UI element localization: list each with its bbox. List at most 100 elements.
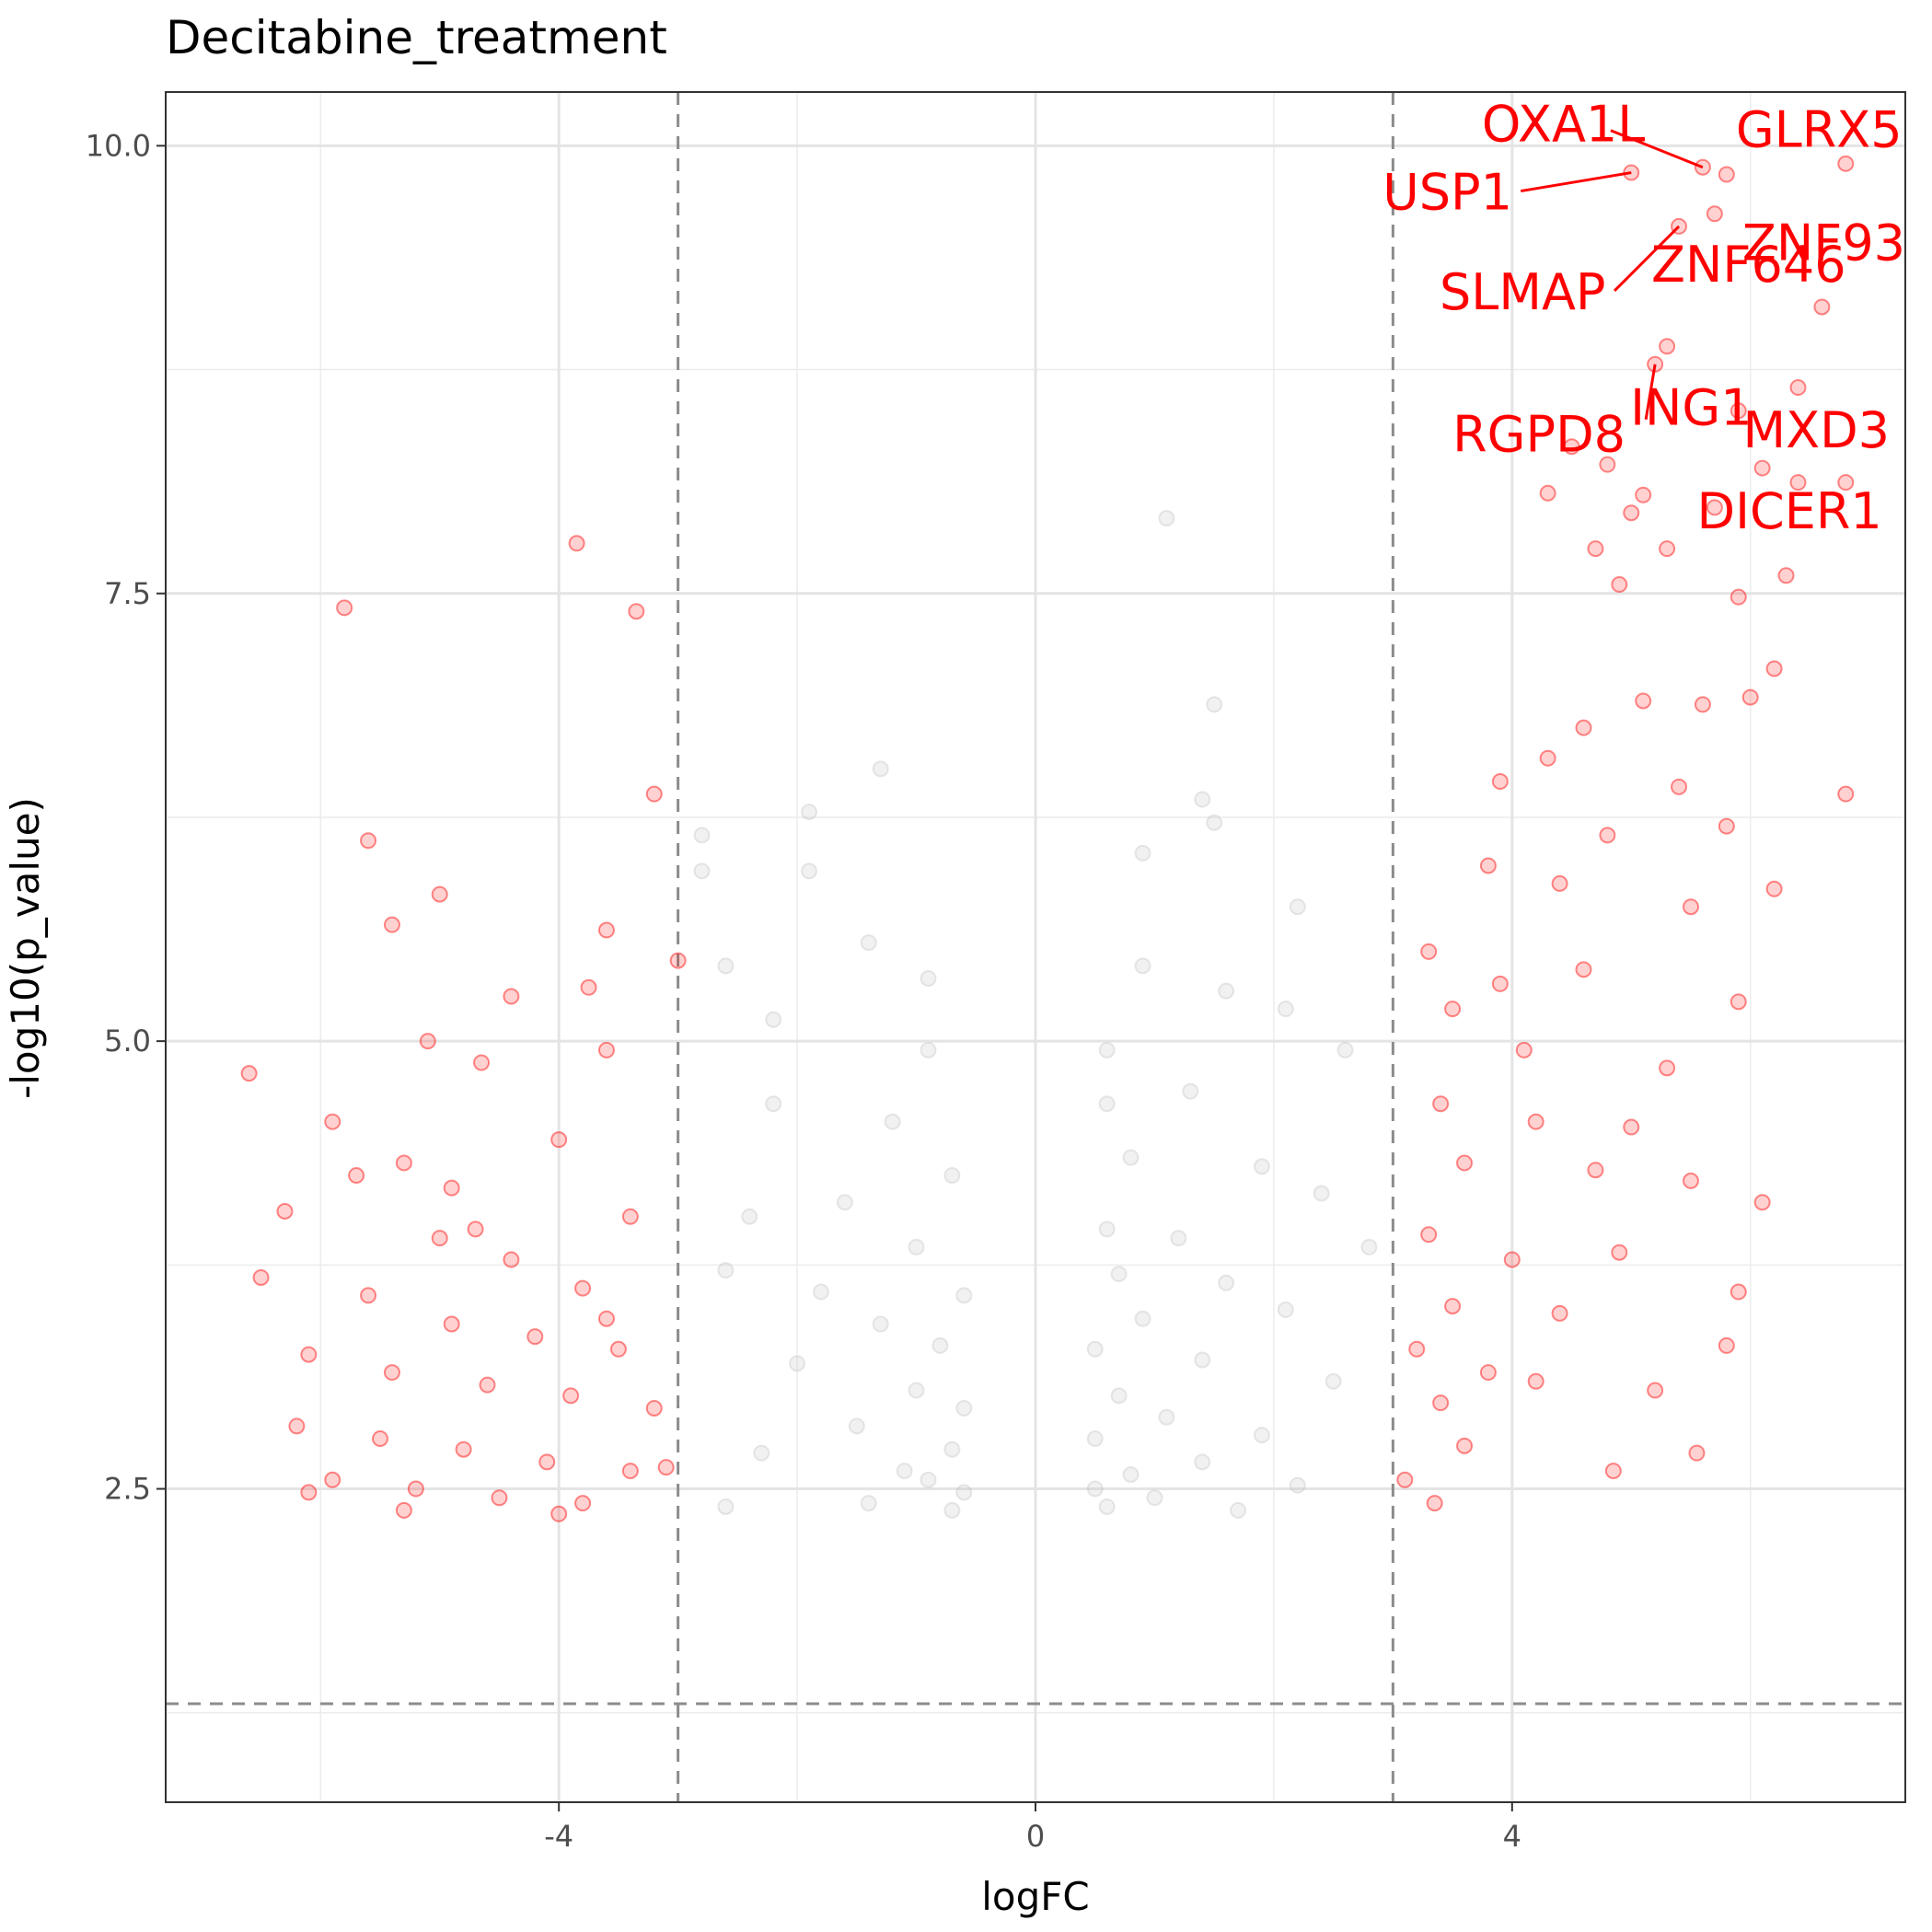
x-tick-label: 0 [1026, 1819, 1045, 1854]
significant-point [1837, 474, 1855, 492]
y-tick-label: 10.0 [86, 128, 151, 163]
significant-point [1718, 817, 1735, 835]
nonsignificant-point [801, 804, 818, 821]
significant-point [1659, 338, 1676, 355]
nonsignificant-point [1182, 1082, 1199, 1100]
nonsignificant-point [884, 1113, 901, 1130]
nonsignificant-point [1134, 1310, 1151, 1327]
nonsignificant-point [1098, 1041, 1116, 1059]
nonsignificant-point [848, 1417, 865, 1435]
gene-label: ZNF93 [1742, 214, 1905, 272]
nonsignificant-point [943, 1167, 961, 1185]
significant-point [1765, 880, 1783, 897]
significant-point [1420, 943, 1438, 960]
significant-point [455, 1440, 472, 1458]
nonsignificant-point [1134, 844, 1151, 862]
gene-label: GLRX5 [1736, 100, 1903, 158]
significant-point [1611, 576, 1628, 594]
gene-label: RGPD8 [1452, 406, 1625, 464]
threshold-lines [166, 92, 1905, 1802]
significant-point [1730, 588, 1747, 606]
significant-point [1730, 402, 1747, 420]
significant-point [1444, 1001, 1462, 1018]
significant-point [1551, 874, 1568, 892]
significant-point [1837, 785, 1855, 803]
significant-point [1539, 749, 1556, 767]
nonsignificant-point [1277, 1001, 1294, 1018]
significant-point [491, 1489, 508, 1507]
significant-point [1635, 692, 1652, 710]
significant-point [1426, 1495, 1443, 1512]
nonsignificant-point [1110, 1266, 1128, 1283]
nonsignificant-point [753, 1444, 770, 1462]
significant-point [252, 1268, 270, 1286]
significant-point [550, 1505, 568, 1522]
significant-point [1623, 504, 1640, 522]
significant-point [300, 1484, 318, 1501]
nonsignificant-point [1170, 1230, 1187, 1247]
significant-point [568, 535, 585, 552]
nonsignificant-point [872, 1315, 889, 1333]
y-axis-title: -log10(p_value) [3, 797, 48, 1099]
significant-point [1551, 1304, 1568, 1322]
significant-point [1503, 1251, 1521, 1268]
significant-point [1479, 857, 1497, 874]
y-tick-label: 7.5 [104, 576, 151, 611]
significant-point [1635, 486, 1652, 503]
significant-point [1706, 499, 1723, 516]
label-connector [1613, 225, 1681, 292]
gene-label: USP1 [1382, 164, 1512, 222]
nonsignificant-point [1086, 1340, 1104, 1358]
significant-point [1408, 1340, 1426, 1358]
nonsignificant-point [1158, 1408, 1175, 1426]
nonsignificant-point [1325, 1372, 1342, 1390]
significant-point [348, 1167, 365, 1185]
significant-point [1539, 484, 1556, 502]
significant-point [597, 921, 615, 939]
gene-labels: OXA1L GLRX5USP1ZNF93ZNF646SLMAPING1MXD3RG… [1382, 96, 1905, 540]
nonsignificant-point [943, 1440, 961, 1458]
significant-point [1813, 298, 1831, 316]
nonsignificant-point [1194, 791, 1211, 808]
significant-point [1671, 778, 1688, 795]
significant-point [1479, 1364, 1497, 1382]
nonsignificant-point [717, 1262, 735, 1279]
significant-point [1587, 1162, 1604, 1179]
significant-point [288, 1417, 306, 1435]
significant-point [1527, 1372, 1544, 1390]
significant-point [479, 1376, 496, 1394]
gene-label: ZNF646 [1651, 236, 1846, 294]
significant-point [1604, 1463, 1622, 1480]
significant-point [503, 988, 520, 1005]
significant-point [580, 978, 597, 996]
significant-point [550, 1131, 568, 1149]
significant-point [324, 1113, 341, 1130]
significant-point [1694, 696, 1711, 713]
x-axis-title: logFC [981, 1874, 1090, 1919]
nonsignificant-point [1146, 1489, 1163, 1507]
significant-point [657, 1459, 675, 1476]
significant-point [1527, 1113, 1544, 1130]
significant-point [360, 1287, 377, 1304]
nonsignificant-point [1098, 1498, 1116, 1515]
nonsignificant-point [920, 1471, 937, 1488]
x-tick-label: 4 [1503, 1819, 1521, 1854]
significant-point [1396, 1471, 1414, 1488]
significant-point [431, 1230, 448, 1247]
significant-point [443, 1179, 460, 1197]
gene-label: DICER1 [1696, 482, 1881, 540]
significant-point [1659, 1059, 1676, 1077]
significant-point [1741, 688, 1759, 706]
nonsignificant-point [693, 862, 711, 880]
nonsignificant-point [765, 1011, 782, 1028]
significant-point [1491, 975, 1509, 992]
nonsignificant-point [1218, 1274, 1235, 1291]
nonsignificant-point [1230, 1501, 1247, 1519]
significant-point [1753, 459, 1771, 477]
significant-point [1432, 1394, 1450, 1412]
nonsignificant-point [1289, 898, 1306, 916]
nonsignificant-point [765, 1095, 782, 1113]
significant-point [383, 1364, 400, 1382]
nonsignificant-point [955, 1484, 973, 1501]
label-connector [1644, 364, 1657, 420]
